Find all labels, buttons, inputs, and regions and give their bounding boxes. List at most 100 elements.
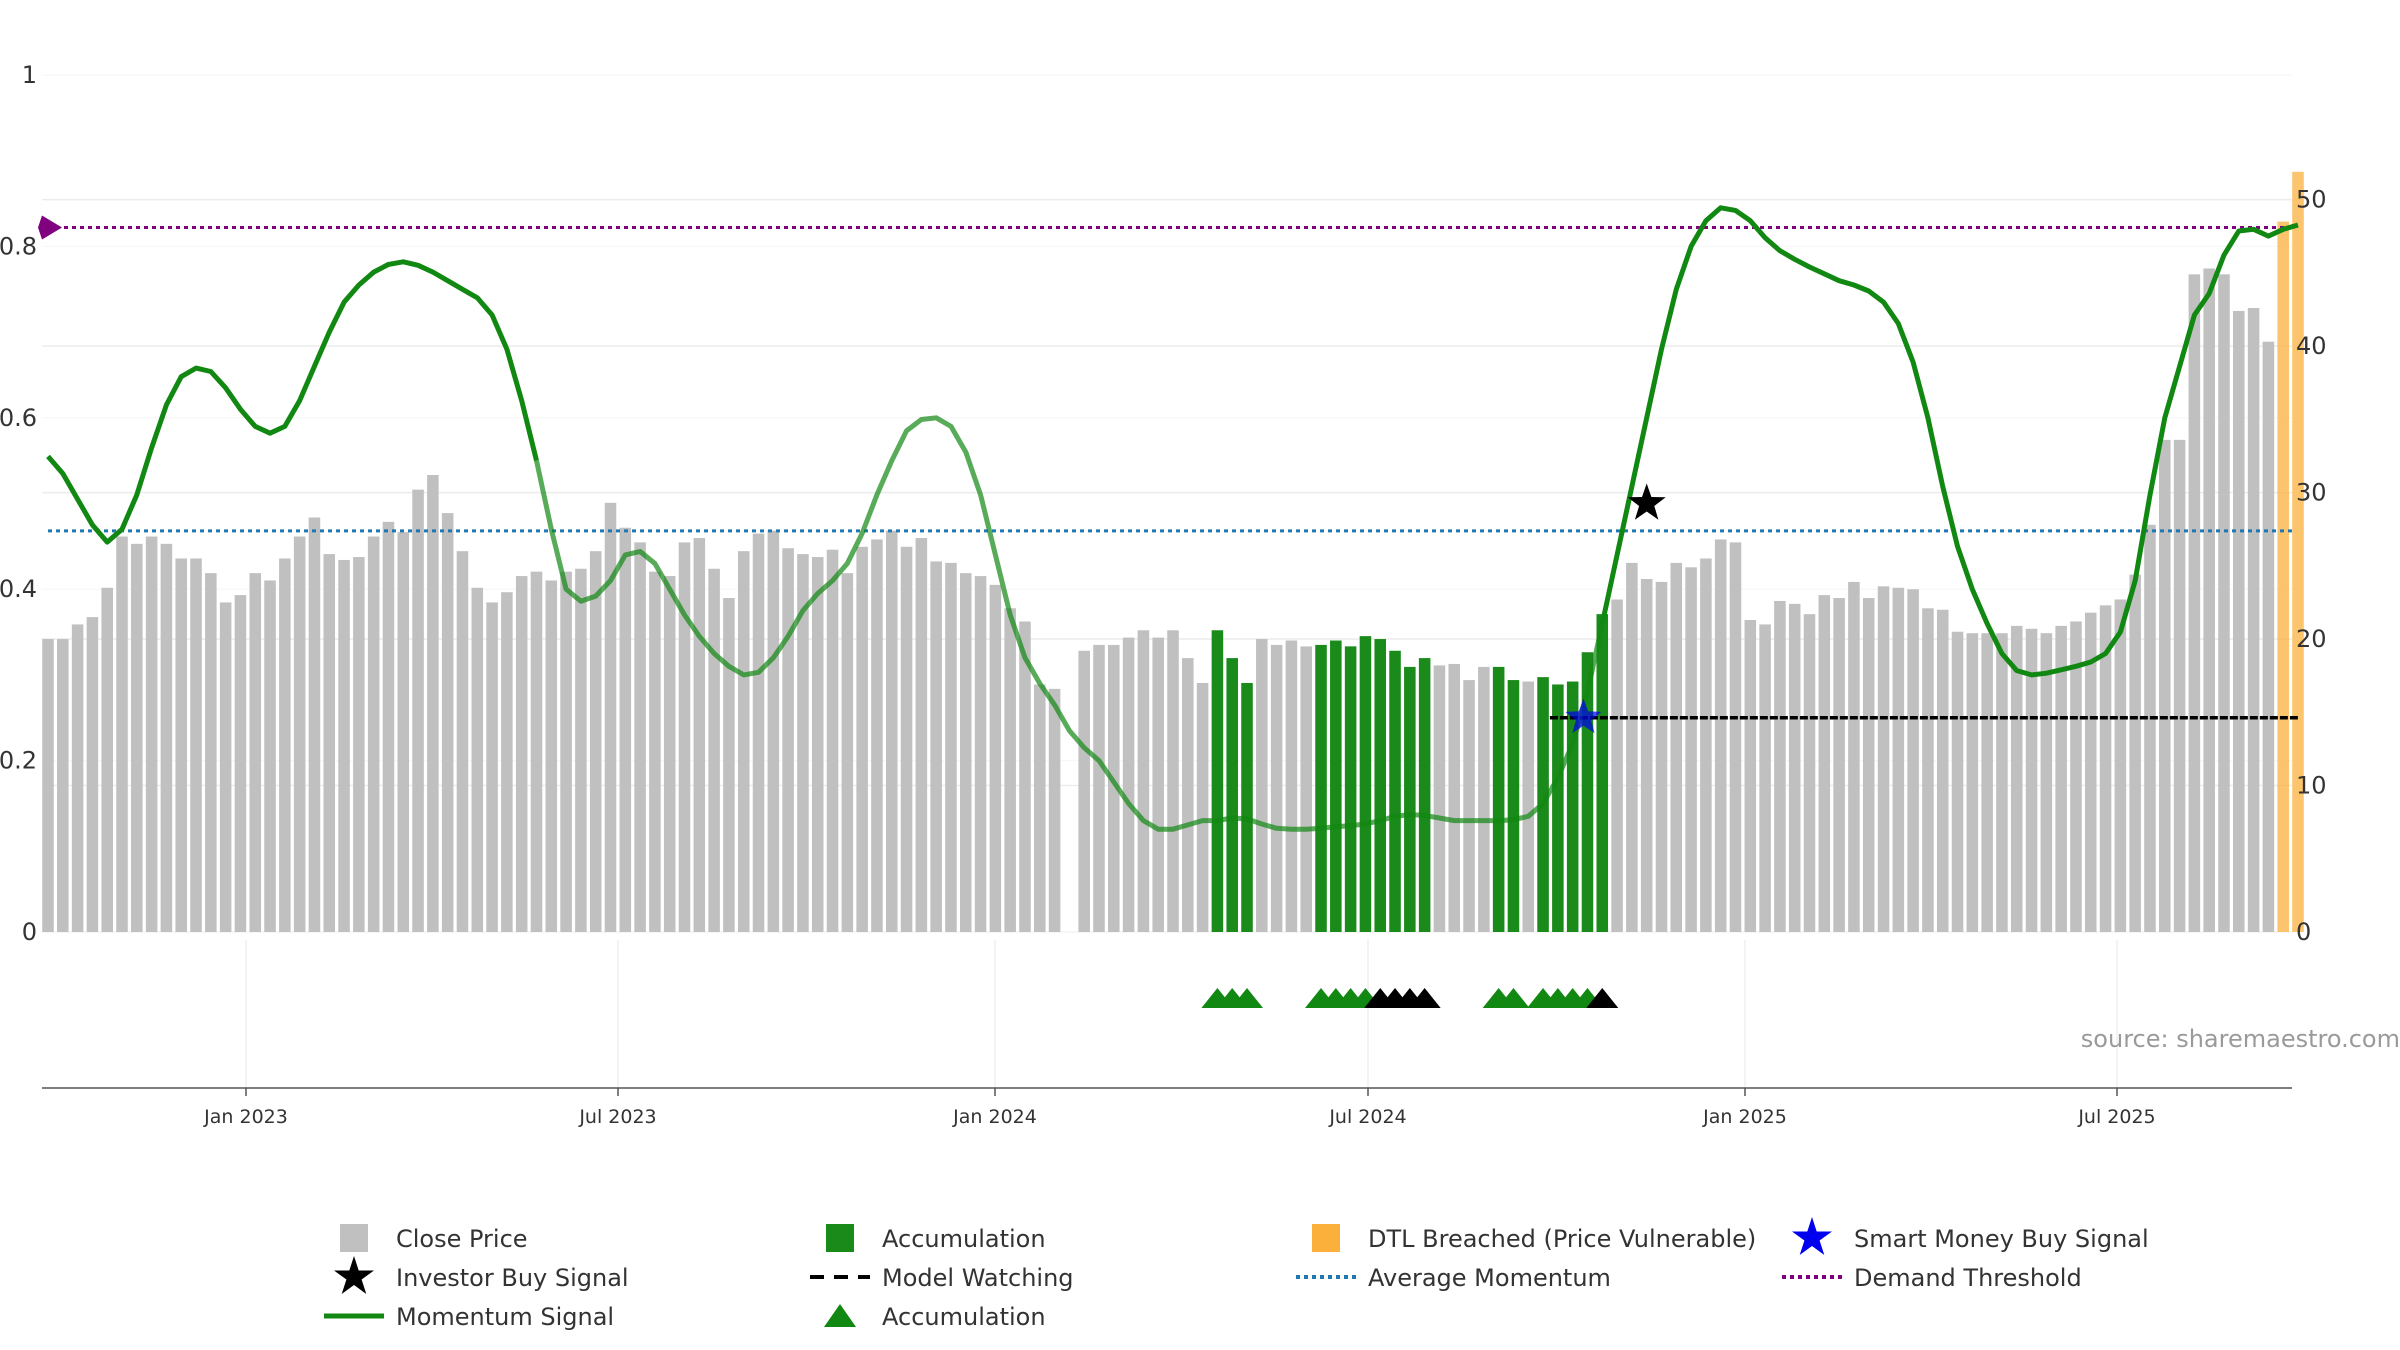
close-price-bar xyxy=(915,537,928,932)
close-price-bar xyxy=(1833,598,1845,932)
close-price-bar xyxy=(930,561,942,932)
close-price-bar xyxy=(2247,308,2260,932)
close-price-bar xyxy=(441,513,454,932)
legend-swatch-square xyxy=(1312,1224,1340,1252)
close-price-bar xyxy=(1182,658,1194,932)
close-price-bar xyxy=(2070,621,2082,932)
legend-label: Accumulation xyxy=(882,1225,1046,1253)
close-price-bar xyxy=(1300,646,1312,932)
close-price-bar xyxy=(2218,274,2230,932)
close-price-bar xyxy=(86,617,99,932)
momentum-signal-line xyxy=(46,259,539,545)
close-price-bar xyxy=(1285,640,1298,932)
legend-swatch-square xyxy=(826,1224,854,1252)
close-price-bar xyxy=(545,580,558,932)
close-price-bar xyxy=(1019,621,1031,932)
close-price-bar xyxy=(57,639,69,932)
close-price-bar xyxy=(397,532,410,932)
legend-label: Smart Money Buy Signal xyxy=(1854,1225,2149,1253)
close-price-bar xyxy=(1478,666,1490,932)
legend-label: Momentum Signal xyxy=(396,1303,614,1331)
close-price-bar xyxy=(959,573,972,932)
close-price-bar xyxy=(1433,665,1446,932)
close-price-bar xyxy=(841,573,854,932)
x-axis-tick-label: Jan 2025 xyxy=(1702,1106,1787,1128)
close-price-bar xyxy=(1818,595,1831,932)
close-price-bar xyxy=(634,542,646,932)
close-price-bar xyxy=(2144,524,2156,932)
close-price-bar xyxy=(663,576,676,932)
close-price-bar xyxy=(1611,599,1623,932)
close-price-bar xyxy=(1729,542,1742,932)
close-price-bar xyxy=(486,602,498,932)
close-price-bar xyxy=(131,543,143,932)
close-price-bar xyxy=(1108,644,1120,932)
close-price-bar xyxy=(1137,630,1150,932)
accumulation-bar xyxy=(1566,681,1579,932)
close-price-bar xyxy=(1788,603,1801,932)
accumulation-bar xyxy=(1226,658,1238,932)
close-price-bar xyxy=(1167,630,1179,932)
price-bars xyxy=(42,171,2304,933)
accumulation-triangle xyxy=(1231,988,1264,1008)
accumulation-bar xyxy=(1315,644,1327,932)
accumulation-bar xyxy=(1389,650,1401,932)
close-price-bar xyxy=(1907,589,1919,932)
close-price-bar xyxy=(560,571,572,932)
close-price-bar xyxy=(678,542,691,932)
close-price-bar xyxy=(427,475,439,932)
close-price-bar xyxy=(145,536,158,932)
right-axis-tick-label: 10 xyxy=(2296,772,2327,800)
x-axis-tick-label: Jul 2024 xyxy=(1328,1106,1406,1128)
close-price-bar xyxy=(2055,625,2067,932)
close-price-bar xyxy=(575,568,587,932)
close-price-bar xyxy=(723,598,735,932)
close-price-bar xyxy=(767,530,780,932)
left-axis-tick-label: 0.4 xyxy=(0,575,37,603)
close-price-bar xyxy=(1981,633,1993,932)
close-price-bar xyxy=(219,602,232,932)
legend-label: Demand Threshold xyxy=(1854,1264,2082,1292)
close-price-bar xyxy=(101,587,113,932)
close-price-bar xyxy=(737,551,750,932)
investor-buy-star xyxy=(1627,483,1666,520)
source-credit: source: sharemaestro.com xyxy=(2081,1025,2400,1053)
accumulation-bar xyxy=(1211,630,1224,932)
close-price-bar xyxy=(1951,631,1964,932)
accumulation-bar xyxy=(1492,666,1505,932)
close-price-bar xyxy=(826,549,839,932)
accumulation-bar xyxy=(1241,682,1253,932)
close-price-bar xyxy=(811,557,824,932)
close-price-bar xyxy=(1700,558,1712,932)
close-price-bar xyxy=(945,562,957,932)
left-axis-tick-label: 0 xyxy=(22,918,37,946)
close-price-bar xyxy=(2114,599,2127,932)
close-price-bar xyxy=(1759,624,1771,932)
close-price-bar xyxy=(382,521,395,932)
close-price-bar xyxy=(1626,562,1638,932)
close-price-bar xyxy=(1877,586,1890,932)
accumulation-bar xyxy=(1359,636,1372,932)
close-price-bar xyxy=(1714,539,1727,932)
close-price-bar xyxy=(515,576,528,932)
x-axis-tick-label: Jan 2024 xyxy=(952,1106,1037,1128)
accumulation-triangle xyxy=(1497,988,1530,1008)
legend-swatch-triangle xyxy=(824,1304,856,1327)
close-price-bar xyxy=(708,568,720,932)
close-price-bar xyxy=(456,551,469,932)
legend-swatch-square xyxy=(340,1224,368,1252)
right-axis-tick-label: 30 xyxy=(2296,479,2327,507)
legend-label: Accumulation xyxy=(882,1303,1046,1331)
dtl-breached-bar xyxy=(2277,221,2289,932)
legend-swatch-star xyxy=(334,1256,374,1294)
close-price-bar xyxy=(782,548,794,932)
close-price-bar xyxy=(2010,625,2023,932)
accumulation-bar xyxy=(1344,646,1357,932)
momentum-signal-line-faded xyxy=(534,415,1605,832)
close-price-bar xyxy=(175,558,187,932)
close-price-bar xyxy=(2188,274,2201,932)
close-price-bar xyxy=(2129,574,2141,932)
close-price-bar xyxy=(1034,684,1046,932)
close-price-bar xyxy=(2203,268,2215,933)
close-price-bar xyxy=(1463,680,1475,932)
